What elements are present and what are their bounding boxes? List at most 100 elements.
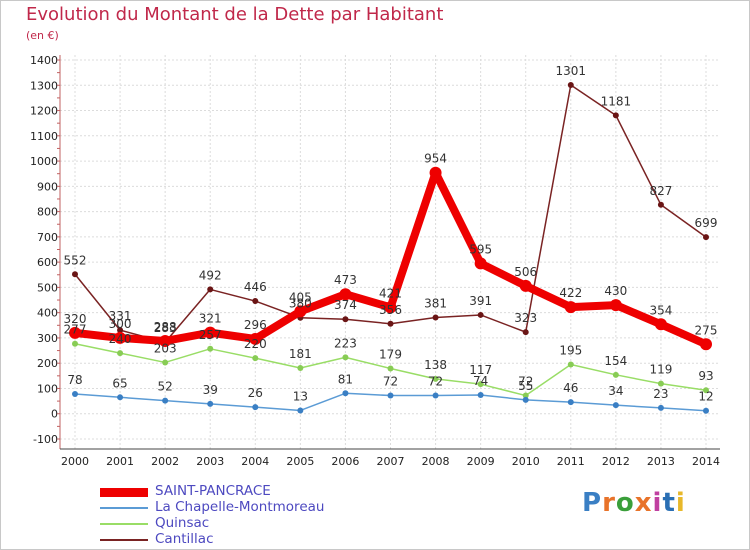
data-label-la-chapelle-montmoreau: 39 <box>203 383 218 397</box>
legend: SAINT-PANCRACE La Chapelle-Montmoreau Qu… <box>100 483 430 548</box>
data-point-la-chapelle-montmoreau <box>703 407 709 414</box>
data-point-quinsac <box>72 340 78 347</box>
x-tick-label: 2001 <box>106 455 134 468</box>
data-label-saint-pancrace: 595 <box>469 242 492 256</box>
logo-letter: i <box>675 488 686 518</box>
data-point-la-chapelle-montmoreau <box>477 392 484 399</box>
data-label-cantillac: 381 <box>424 296 447 310</box>
legend-item-cantillac: Cantillac <box>100 531 430 548</box>
data-label-la-chapelle-montmoreau: 52 <box>158 380 173 394</box>
data-label-quinsac: 277 <box>64 323 87 337</box>
data-label-la-chapelle-montmoreau: 26 <box>248 386 263 400</box>
legend-item-la-chapelle-montmoreau: La Chapelle-Montmoreau <box>100 499 430 516</box>
data-label-saint-pancrace: 506 <box>514 265 537 279</box>
data-label-la-chapelle-montmoreau: 74 <box>473 374 488 388</box>
data-point-quinsac <box>207 345 214 352</box>
x-tick-label: 2009 <box>467 455 495 468</box>
data-label-quinsac: 138 <box>424 358 447 372</box>
x-tick-label: 2002 <box>151 455 179 468</box>
y-tick-label: 800 <box>37 206 58 219</box>
data-point-saint-pancrace <box>429 166 442 179</box>
data-point-la-chapelle-montmoreau <box>117 394 124 401</box>
data-label-la-chapelle-montmoreau: 55 <box>518 379 533 393</box>
x-tick-label: 2000 <box>61 455 89 468</box>
data-label-cantillac: 374 <box>334 298 357 312</box>
data-label-saint-pancrace: 405 <box>289 290 312 304</box>
data-point-cantillac <box>252 298 259 305</box>
axes: -100 0 100 200 300 400 500 600 700 800 900 1000 1100… <box>30 54 720 468</box>
logo-letter: P <box>582 488 603 518</box>
data-label-quinsac: 220 <box>244 337 267 351</box>
x-tick-label: 2014 <box>692 455 720 468</box>
data-label-la-chapelle-montmoreau: 12 <box>698 390 713 404</box>
data-label-saint-pancrace: 288 <box>154 320 177 334</box>
y-tick-label: 1000 <box>30 155 58 168</box>
y-tick-label: 300 <box>37 332 58 345</box>
data-point-la-chapelle-montmoreau <box>387 392 394 399</box>
y-tick-label: 0 <box>51 408 58 421</box>
data-point-saint-pancrace <box>519 279 532 292</box>
data-label-la-chapelle-montmoreau: 81 <box>338 372 353 386</box>
data-label-la-chapelle-montmoreau: 78 <box>67 373 82 387</box>
data-point-quinsac <box>162 359 169 366</box>
legend-swatch-quinsac <box>100 523 148 525</box>
legend-item-saint-pancrace: SAINT-PANCRACE <box>100 483 430 500</box>
data-point-quinsac <box>612 371 619 378</box>
data-point-la-chapelle-montmoreau <box>297 407 304 414</box>
data-point-cantillac <box>567 82 574 89</box>
legend-label-la-chapelle-montmoreau: La Chapelle-Montmoreau <box>155 499 325 515</box>
data-label-quinsac: 119 <box>649 363 672 377</box>
data-point-saint-pancrace <box>339 288 352 301</box>
y-tick-label: 500 <box>37 281 58 294</box>
data-point-la-chapelle-montmoreau <box>207 400 214 407</box>
data-label-quinsac: 203 <box>154 341 177 355</box>
logo-letter: i <box>652 488 663 518</box>
data-label-cantillac: 1181 <box>601 94 632 108</box>
data-label-cantillac: 552 <box>64 253 87 267</box>
data-point-quinsac <box>477 381 484 388</box>
data-point-la-chapelle-montmoreau <box>432 392 439 399</box>
data-label-la-chapelle-montmoreau: 72 <box>383 375 398 389</box>
data-point-saint-pancrace <box>159 334 172 347</box>
data-label-saint-pancrace: 430 <box>604 284 627 298</box>
data-label-la-chapelle-montmoreau: 65 <box>112 376 127 390</box>
data-label-saint-pancrace: 421 <box>379 286 402 300</box>
data-label-cantillac: 699 <box>695 216 718 230</box>
data-label-cantillac: 446 <box>244 280 267 294</box>
data-point-saint-pancrace <box>609 299 622 312</box>
data-point-saint-pancrace <box>69 326 81 339</box>
x-tick-label: 2003 <box>196 455 224 468</box>
legend-swatch-cantillac <box>100 539 148 541</box>
data-point-la-chapelle-montmoreau <box>252 404 259 411</box>
data-point-la-chapelle-montmoreau <box>612 402 619 409</box>
data-point-la-chapelle-montmoreau <box>567 399 574 406</box>
data-label-cantillac: 380 <box>289 297 312 311</box>
y-tick-label: 900 <box>37 180 58 193</box>
data-label-saint-pancrace: 422 <box>559 286 582 300</box>
data-label-quinsac: 195 <box>559 343 582 357</box>
data-point-la-chapelle-montmoreau <box>162 397 169 404</box>
legend-item-quinsac: Quinsac <box>100 515 430 532</box>
data-point-quinsac <box>432 375 439 382</box>
legend-label-saint-pancrace: SAINT-PANCRACE <box>155 483 271 499</box>
data-label-cantillac: 356 <box>379 303 402 317</box>
y-tick-label: 1400 <box>30 54 58 67</box>
data-point-saint-pancrace <box>700 338 712 351</box>
y-tick-label: 1300 <box>30 79 58 92</box>
data-label-quinsac: 72 <box>518 375 533 389</box>
data-point-saint-pancrace <box>204 326 217 339</box>
data-label-la-chapelle-montmoreau: 34 <box>608 384 623 398</box>
x-tick-label: 2013 <box>647 455 675 468</box>
data-label-cantillac: 492 <box>199 268 222 282</box>
data-label-saint-pancrace: 473 <box>334 273 357 287</box>
y-tick-label: -100 <box>33 433 58 446</box>
x-tick-label: 2012 <box>602 455 630 468</box>
data-point-cantillac <box>72 271 78 278</box>
data-label-quinsac: 154 <box>604 354 627 368</box>
data-label-cantillac: 283 <box>154 321 177 335</box>
series-line-saint-pancrace <box>71 168 710 349</box>
data-point-quinsac <box>342 354 349 361</box>
data-label-cantillac: 391 <box>469 294 492 308</box>
data-label-cantillac: 1301 <box>556 64 587 78</box>
